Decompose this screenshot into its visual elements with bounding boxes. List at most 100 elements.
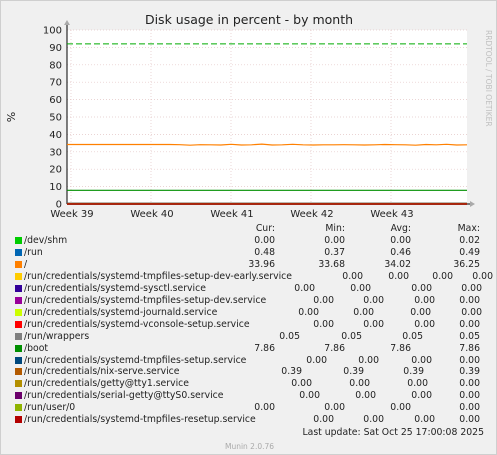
- legend-series-name: /run/credentials/systemd-sysctl.service: [24, 282, 206, 294]
- legend-value-min: 0.00: [349, 378, 370, 390]
- legend-value-cur: 0.39: [281, 366, 302, 378]
- legend-value-min: 0.00: [353, 306, 374, 318]
- version-text: Munin 2.0.76: [224, 442, 275, 451]
- legend-value-cur: 0.00: [298, 306, 319, 318]
- legend-value-max: 0.00: [472, 270, 493, 282]
- legend-value-min: 0.00: [363, 318, 384, 330]
- legend-value-max: 0.00: [461, 282, 482, 294]
- legend-value-cur: 0.00: [299, 390, 320, 402]
- legend-series-name: /run/credentials/systemd-tmpfiles-setup.…: [24, 354, 247, 366]
- legend-value-avg: 0.00: [411, 354, 432, 366]
- legend-value-avg: 0.00: [414, 294, 435, 306]
- legend-value-avg: 34.02: [384, 258, 411, 270]
- legend-swatch: [15, 320, 22, 328]
- legend-swatch: [15, 380, 22, 388]
- chart-title: Disk usage in percent - by month: [145, 12, 353, 27]
- y-tick-label: 30: [49, 147, 62, 158]
- legend-header-cur: Cur:: [255, 223, 275, 234]
- legend-value-max: 0.00: [459, 294, 480, 306]
- legend-series-name: /run/credentials/systemd-tmpfiles-setup-…: [24, 294, 267, 306]
- legend-value-avg: 0.00: [414, 414, 435, 426]
- legend-series-name: /run/wrappers: [24, 330, 90, 342]
- legend-value-avg: 0.00: [390, 235, 411, 246]
- legend-value-max: 0.05: [459, 330, 480, 342]
- legend-value-max: 7.86: [459, 342, 480, 354]
- y-tick-label: 60: [49, 95, 62, 106]
- x-tick-label: Week 39: [50, 209, 93, 220]
- legend-series-name: /run: [24, 246, 43, 258]
- legend-value-avg: 0.05: [402, 330, 423, 342]
- legend-swatch: [15, 392, 22, 400]
- legend-series-name: /run/credentials/systemd-tmpfiles-setup-…: [24, 270, 292, 282]
- legend-header-avg: Avg:: [390, 223, 411, 234]
- legend-series-name: /run/user/0: [24, 402, 76, 414]
- legend-value-min: 0.05: [341, 330, 362, 342]
- legend-swatch: [15, 272, 22, 280]
- legend-series-name: /run/credentials/serial-getty@ttyS0.serv…: [24, 390, 224, 402]
- legend-value-avg: 0.00: [432, 270, 453, 282]
- plot-area: 0 10 20 30 40 50 60 70 80 90 100 Week 39 Week 40 Week…: [5, 12, 493, 220]
- legend-swatch: [15, 248, 22, 256]
- legend-value-min: 0.00: [388, 270, 409, 282]
- legend-value-max: 0.00: [459, 390, 480, 402]
- legend-value-cur: 7.86: [254, 342, 275, 354]
- legend-value-min: 0.39: [343, 366, 364, 378]
- legend-value-avg: 0.00: [411, 390, 432, 402]
- legend-value-min: 0.00: [363, 294, 384, 306]
- legend-swatch: [15, 237, 22, 244]
- legend-value-max: 0.02: [459, 235, 480, 246]
- legend-series-name: /dev/shm: [24, 235, 68, 246]
- y-tick-label: 40: [49, 130, 62, 141]
- x-tick-label: Week 41: [210, 209, 253, 220]
- legend-value-cur: 0.00: [306, 354, 327, 366]
- legend-value-min: 7.86: [324, 342, 345, 354]
- legend-series-name: /run/credentials/getty@tty1.service: [24, 378, 189, 390]
- legend-value-max: 0.00: [459, 402, 480, 414]
- legend-swatch: [15, 284, 22, 292]
- legend-value-avg: 0.00: [411, 282, 432, 294]
- y-tick-label: 0: [56, 200, 62, 211]
- legend-value-avg: 0.00: [407, 378, 428, 390]
- legend-value-avg: 0.39: [403, 366, 424, 378]
- y-tick-label: 80: [49, 60, 62, 71]
- legend-value-cur: 0.05: [279, 330, 300, 342]
- legend-value-min: 0.00: [324, 235, 345, 246]
- legend-swatch: [15, 332, 22, 340]
- legend-value-cur: 0.00: [254, 402, 275, 414]
- y-axis-arrow: [64, 20, 70, 25]
- legend-value-max: 0.39: [459, 366, 480, 378]
- legend-value-cur: 0.00: [254, 235, 275, 246]
- legend-value-max: 0.49: [459, 246, 480, 258]
- legend-value-avg: 0.46: [390, 246, 411, 258]
- side-label: RRDTOOL / TOBI OETIKER: [484, 30, 493, 127]
- legend-value-min: 0.37: [324, 246, 345, 258]
- legend-value-min: 0.00: [363, 414, 384, 426]
- legend-value-min: 0.00: [358, 354, 379, 366]
- legend-value-cur: 0.00: [313, 414, 334, 426]
- legend-value-cur: 0.00: [342, 270, 363, 282]
- legend-value-min: 0.00: [350, 282, 371, 294]
- legend-swatch: [15, 368, 22, 376]
- last-update-text: Last update: Sat Oct 25 17:00:08 2025: [302, 427, 484, 438]
- legend-value-cur: 0.00: [291, 378, 312, 390]
- legend-series-name: /: [24, 258, 28, 270]
- legend-value-avg: 0.00: [414, 318, 435, 330]
- legend-swatch: [15, 260, 22, 268]
- legend-swatch: [15, 404, 22, 412]
- legend-series-name: /boot: [24, 342, 49, 354]
- series-line-2: [67, 143, 468, 146]
- legend-value-max: 0.00: [459, 318, 480, 330]
- legend-value-min: 33.68: [318, 258, 345, 270]
- legend-value-max: 0.00: [459, 414, 480, 426]
- y-tick-label: 20: [49, 165, 62, 176]
- x-tick-label: Week 40: [130, 209, 173, 220]
- legend-series-name: /run/credentials/nix-serve.service: [24, 366, 180, 378]
- legend-swatch: [15, 344, 22, 352]
- legend-header-min: Min:: [325, 223, 345, 234]
- y-tick-label: 90: [49, 43, 62, 54]
- x-tick-label: Week 42: [290, 209, 333, 220]
- legend-series-name: /run/credentials/systemd-journald.servic…: [24, 306, 218, 318]
- legend-value-cur: 33.96: [248, 258, 275, 270]
- y-tick-label: 70: [49, 78, 62, 89]
